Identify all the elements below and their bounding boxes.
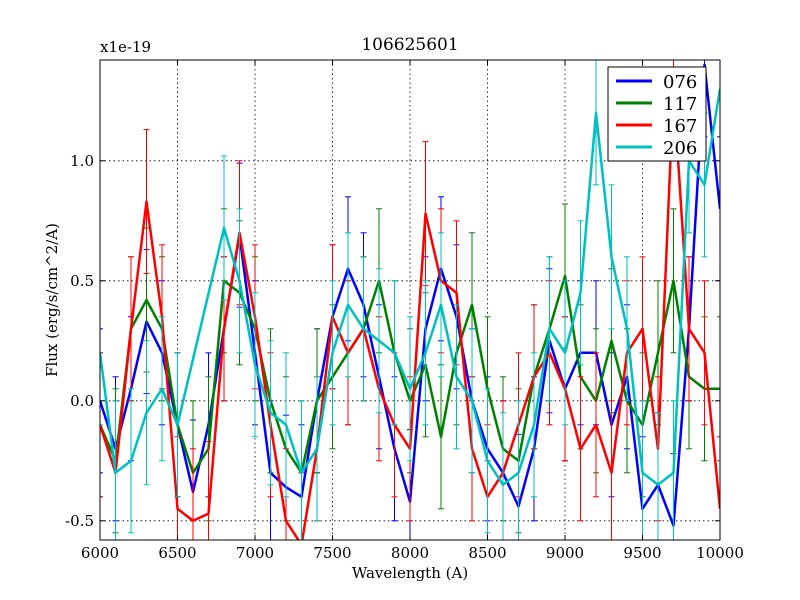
x-tick-label: 9500 [623,544,661,562]
x-tick-label: 9000 [546,544,584,562]
x-axis-label: Wavelength (A) [352,564,468,582]
chart-title: 106625601 [361,35,458,55]
y-tick-label: 1.0 [70,152,94,170]
y-axis-label: Flux (erg/s/cm^2/A) [43,223,61,377]
x-tick-label: 6000 [81,544,119,562]
y-tick-label: -0.5 [65,512,94,530]
y-tick-label: 0.0 [70,392,94,410]
legend-label: 167 [663,116,697,137]
series-area [100,60,720,540]
legend-box [607,66,707,162]
x-tick-label: 7000 [236,544,274,562]
x-tick-label: 8000 [391,544,429,562]
y-tick-label: 0.5 [70,272,94,290]
legend-label: 206 [663,138,697,159]
axis-ticks: 6000 6500 7000 7500 8000 8500 9000 9500 10000 -0.… [65,60,744,562]
legend-label: 117 [663,94,697,115]
x-tick-label: 7500 [313,544,351,562]
series-line-206 [100,88,720,487]
y-multiplier-label: x1e-19 [100,38,151,56]
x-tick-label: 10000 [696,544,744,562]
x-tick-label: 8500 [468,544,506,562]
legend-label: 076 [663,72,697,93]
series-206 [100,60,720,540]
x-tick-label: 6500 [158,544,196,562]
